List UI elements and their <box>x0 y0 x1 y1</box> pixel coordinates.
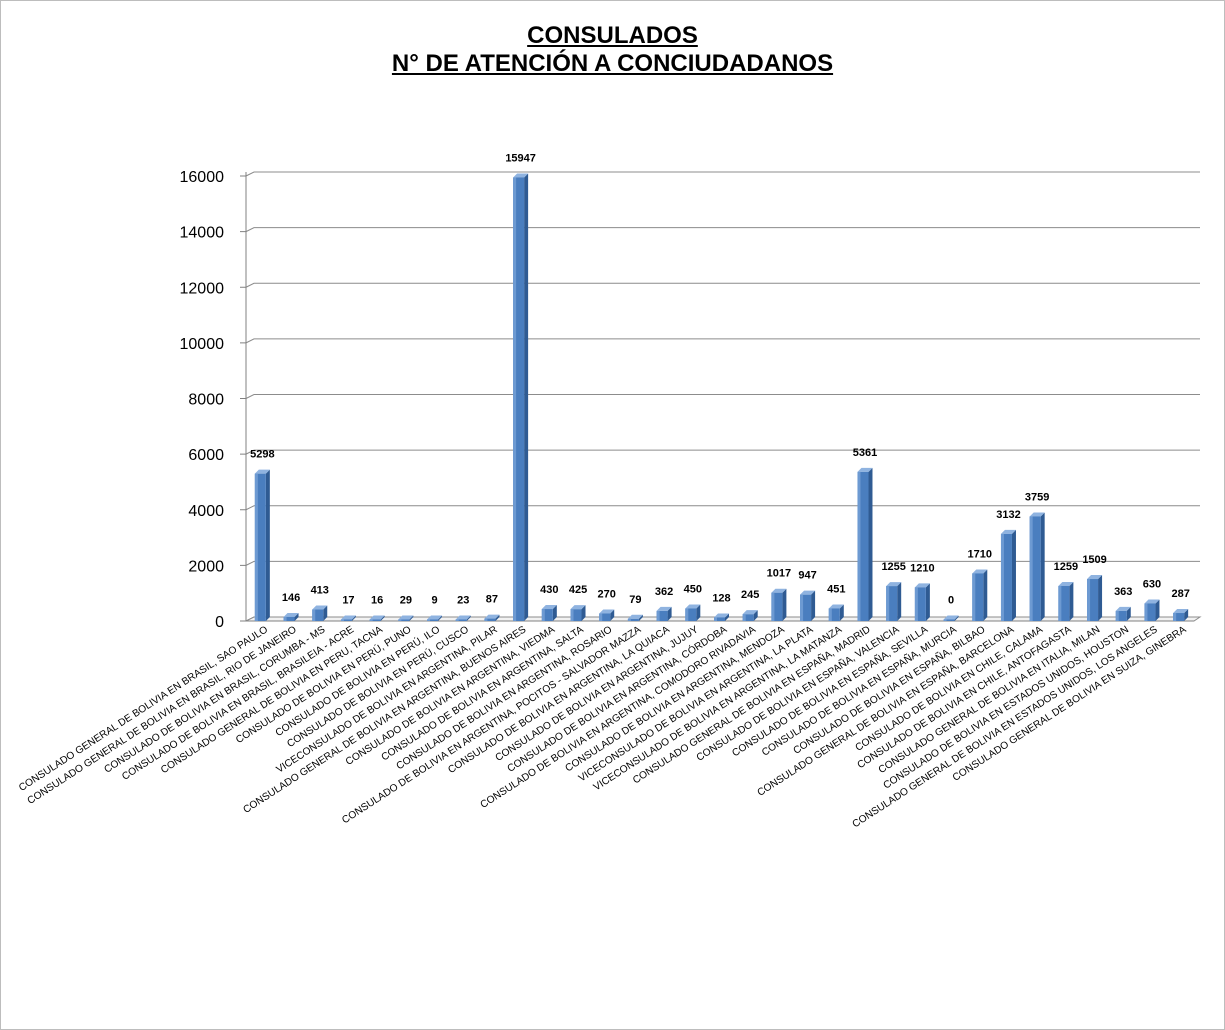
bar <box>1115 606 1131 621</box>
data-label: 79 <box>629 594 641 606</box>
y-tick-label: 14000 <box>180 225 225 242</box>
bar <box>484 614 500 621</box>
data-label: 450 <box>684 583 702 595</box>
chart-title: CONSULADOS <box>527 22 698 49</box>
bar <box>943 615 959 621</box>
bar <box>1058 581 1074 621</box>
bar <box>541 605 557 621</box>
bar <box>1029 512 1045 621</box>
bar <box>340 615 356 621</box>
gridline <box>245 449 1200 455</box>
data-label: 947 <box>798 570 816 582</box>
bar <box>914 583 930 621</box>
gridline <box>245 560 1200 566</box>
data-label: 9 <box>431 595 437 607</box>
bar <box>857 467 873 621</box>
y-tick-label: 0 <box>215 614 224 631</box>
data-label: 0 <box>948 595 954 607</box>
bars <box>254 173 1189 621</box>
y-tick-label: 12000 <box>180 280 225 297</box>
data-label: 3759 <box>1025 491 1049 503</box>
data-label: 128 <box>712 592 730 604</box>
bar <box>886 582 902 621</box>
bar <box>742 610 758 621</box>
y-tick-labels: 0 2000 4000 6000 8000 10000 12000 14000 16000 <box>180 169 225 631</box>
data-label: 413 <box>311 585 329 597</box>
data-label: 362 <box>655 586 673 598</box>
data-label: 15947 <box>505 152 536 164</box>
data-label: 1710 <box>968 548 992 560</box>
data-label: 363 <box>1114 586 1132 598</box>
data-label: 1017 <box>767 568 791 580</box>
data-label: 16 <box>371 595 383 607</box>
data-label: 1255 <box>881 561 905 573</box>
y-tick-label: 10000 <box>180 336 225 353</box>
y-tick-label: 6000 <box>188 447 224 464</box>
data-label: 630 <box>1143 578 1161 590</box>
data-label: 5298 <box>250 449 274 461</box>
bar <box>828 604 844 621</box>
bar <box>312 605 328 621</box>
data-label: 146 <box>282 592 300 604</box>
data-labels: 5298 146 413 17 16 29 9 23 87 15947 430 425 270 79 362… <box>250 152 1190 606</box>
data-label: 451 <box>827 583 845 595</box>
gridline <box>245 505 1200 511</box>
data-label: 1210 <box>910 562 934 574</box>
bar <box>972 569 988 621</box>
y-tick-label: 16000 <box>180 169 225 186</box>
data-label: 23 <box>457 595 469 607</box>
gridline <box>245 394 1200 399</box>
chart-subtitle: N° DE ATENCIÓN A CONCIUDADANOS <box>391 50 834 77</box>
data-label: 5361 <box>853 447 877 459</box>
data-label: 270 <box>598 588 616 600</box>
bar <box>1000 529 1016 621</box>
gridline <box>245 282 1200 288</box>
y-tick-label: 8000 <box>188 392 224 409</box>
axes <box>240 172 1202 622</box>
bar <box>254 469 270 621</box>
bar <box>627 614 643 621</box>
bar <box>771 588 787 621</box>
data-label: 29 <box>400 595 412 607</box>
gridline <box>245 338 1200 344</box>
bar <box>455 615 471 621</box>
y-tick-label: 2000 <box>188 558 224 575</box>
x-tick-labels: CONSULADO GENERAL DE BOLIVIA EN BRASIL, … <box>17 623 1188 831</box>
bar <box>570 605 586 621</box>
bar <box>1144 599 1160 621</box>
bar <box>1173 609 1189 621</box>
bar <box>283 612 299 621</box>
bar <box>685 604 701 621</box>
gridline <box>245 227 1200 233</box>
data-label: 87 <box>486 594 498 606</box>
grid-lines <box>245 171 1200 622</box>
bar <box>599 609 615 621</box>
data-label: 430 <box>540 584 558 596</box>
bar <box>427 615 443 621</box>
y-tick-label: 4000 <box>188 503 224 520</box>
chart-title-block: CONSULADOS N° DE ATENCIÓN A CONCIUDADANO… <box>0 22 1225 78</box>
bar <box>714 613 729 621</box>
bar <box>1087 575 1103 621</box>
data-label: 425 <box>569 584 587 596</box>
bar <box>656 606 672 621</box>
gridline <box>245 171 1200 177</box>
bar <box>513 173 529 621</box>
data-label: 3132 <box>996 509 1020 521</box>
data-label: 287 <box>1171 588 1189 600</box>
bar <box>398 615 414 621</box>
data-label: 1259 <box>1054 561 1078 573</box>
data-label: 1509 <box>1082 554 1106 566</box>
data-label: 245 <box>741 589 759 601</box>
bar <box>369 615 385 621</box>
bar <box>800 590 816 621</box>
data-label: 17 <box>342 595 354 607</box>
